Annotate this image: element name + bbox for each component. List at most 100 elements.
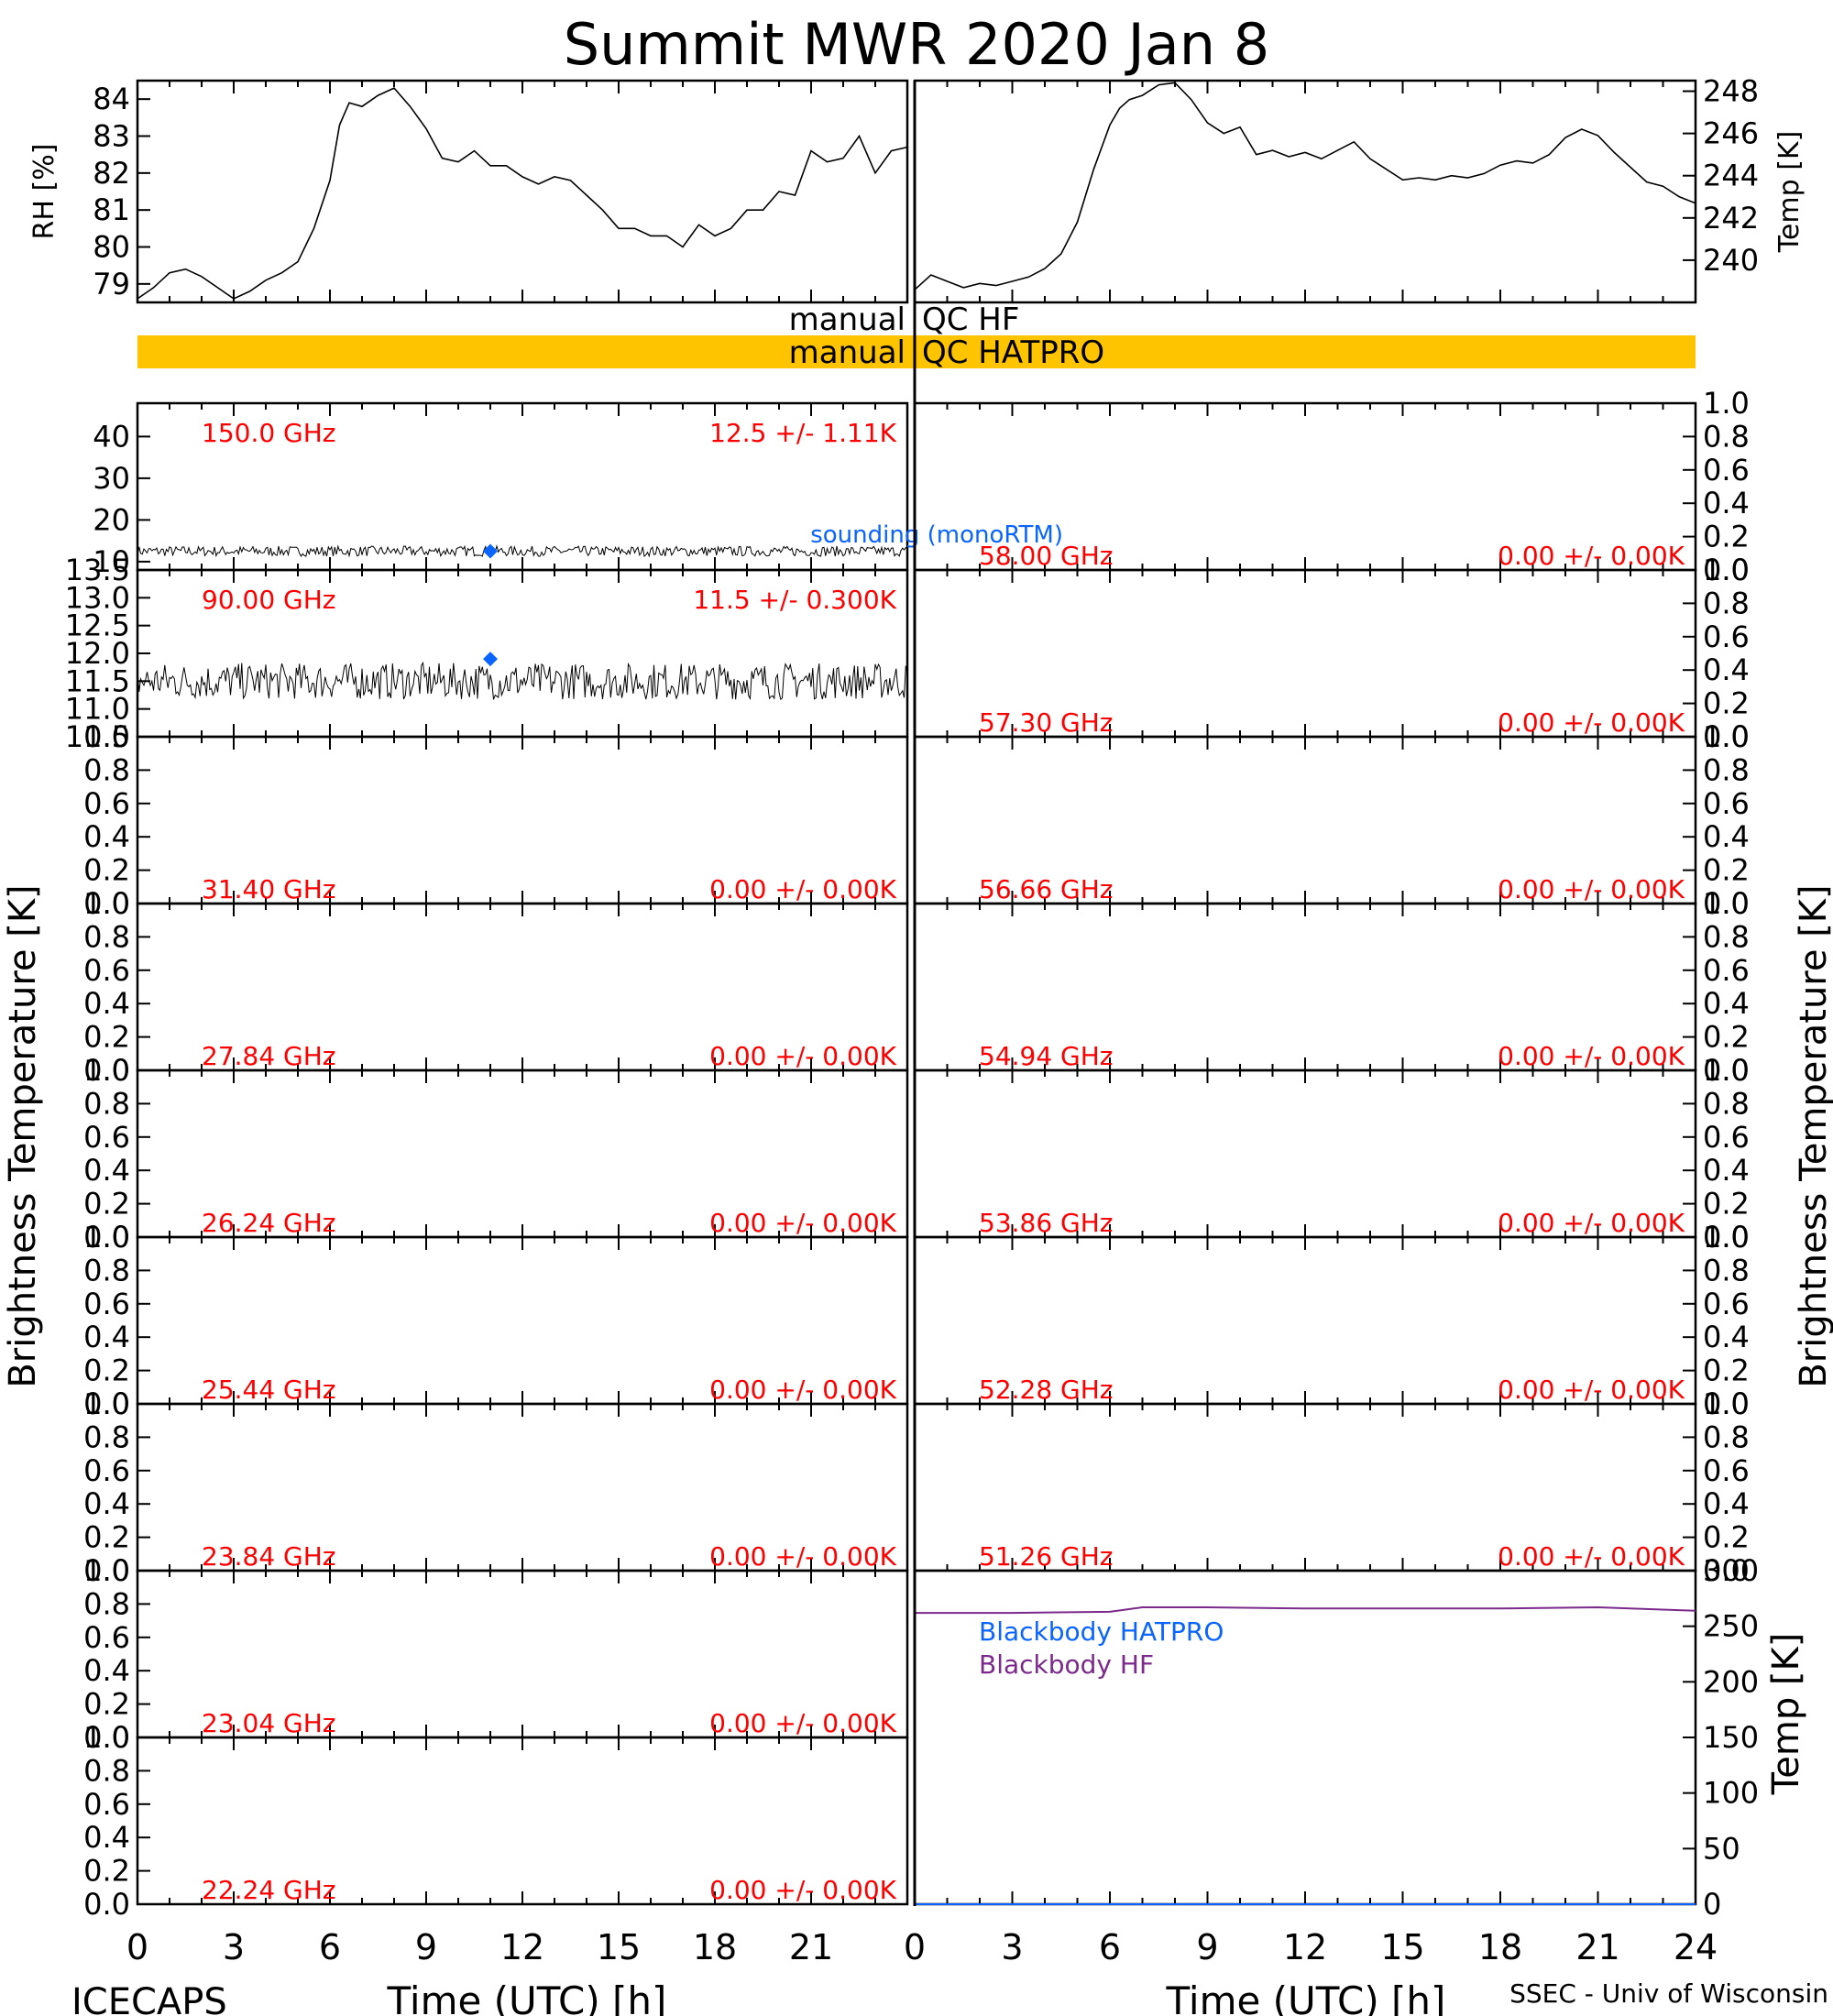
y-tick-label: 0.4 xyxy=(83,1486,130,1521)
y-tick-label: 0.8 xyxy=(1703,752,1750,787)
y-tick-label: 0.4 xyxy=(83,1320,130,1354)
sounding-annotation: sounding (monoRTM) xyxy=(810,521,1063,549)
time-tick-label: 24 xyxy=(1674,1927,1718,1967)
y-tick-label: 1.0 xyxy=(1703,719,1750,754)
y-tick-label: 0.0 xyxy=(83,1720,130,1755)
bt-frequency-label: 58.00 GHz xyxy=(979,541,1114,571)
y-tick-label: 0.2 xyxy=(83,853,130,888)
y-tick-label: 13.0 xyxy=(65,580,130,615)
bt-stat-label: 0.00 +/- 0.00K xyxy=(709,1708,896,1738)
bt-stat-label: 0.00 +/- 0.00K xyxy=(1498,541,1685,571)
bt-stat-label: 0.00 +/- 0.00K xyxy=(1498,1375,1685,1405)
y-tick-label: 0.2 xyxy=(83,1187,130,1222)
y-tick-label: 1.0 xyxy=(1703,1220,1750,1255)
y-tick-label: 11.0 xyxy=(65,692,130,727)
y-tick-label: 50 xyxy=(1703,1831,1740,1866)
y-tick-label: 80 xyxy=(93,230,130,265)
rh-panel-frame xyxy=(136,79,909,304)
y-tick-label: 0.0 xyxy=(1703,1220,1750,1255)
y-tick-label: 1.0 xyxy=(1703,1386,1750,1421)
y-tick-label: 0.4 xyxy=(83,986,130,1021)
y-tick-label: 0.6 xyxy=(83,1287,130,1321)
time-axis-label-right: Time (UTC) [h] xyxy=(1166,1978,1446,2016)
sounding-marker xyxy=(483,543,498,559)
temp-panel-frame xyxy=(913,79,1697,304)
y-tick-label: 0.4 xyxy=(1703,1486,1750,1521)
bt-trace xyxy=(137,661,908,701)
y-tick-label: 0.6 xyxy=(83,1120,130,1155)
time-axis-label-left: Time (UTC) [h] xyxy=(387,1978,667,2016)
blackbody-hatpro-legend: Blackbody HATPRO xyxy=(979,1616,1224,1647)
y-tick-label: 0.4 xyxy=(1703,1320,1750,1354)
y-tick-label: 0.6 xyxy=(83,1787,130,1822)
bt-frequency-label: 52.28 GHz xyxy=(979,1375,1114,1405)
time-tick-label: 15 xyxy=(597,1927,641,1967)
bt-stat-label: 0.00 +/- 0.00K xyxy=(709,1041,896,1071)
y-tick-label: 82 xyxy=(93,156,130,191)
figure-title: Summit MWR 2020 Jan 8 xyxy=(564,11,1270,78)
y-tick-label: 1.0 xyxy=(83,886,130,921)
time-tick-label: 21 xyxy=(789,1927,833,1967)
y-tick-label: 0.0 xyxy=(83,886,130,921)
time-tick-label: 18 xyxy=(1478,1927,1522,1967)
y-tick-label: 0.6 xyxy=(83,1620,130,1655)
qc-hatpro-label-qc: QC HATPRO xyxy=(922,334,1104,371)
y-tick-label: 0.2 xyxy=(1703,1020,1750,1055)
y-tick-label: 0.8 xyxy=(83,919,130,954)
y-tick-label: 0.0 xyxy=(83,1386,130,1421)
y-tick-label: 10 xyxy=(93,544,130,579)
y-tick-label: 0.0 xyxy=(1703,553,1750,587)
time-tick-label: 3 xyxy=(1001,1927,1023,1967)
time-tick-label: 21 xyxy=(1575,1927,1619,1967)
bt-stat-label: 0.00 +/- 0.00K xyxy=(709,1875,896,1905)
bt-stat-label: 0.00 +/- 0.00K xyxy=(1498,707,1685,738)
y-tick-label: 0.8 xyxy=(1703,419,1750,454)
icecaps-label: ICECAPS xyxy=(71,1981,227,2016)
bt-right-axis-label: Brightness Temperature [K] xyxy=(1793,884,1833,1387)
y-tick-label: 0.8 xyxy=(83,1253,130,1287)
y-tick-label: 1.0 xyxy=(83,1053,130,1088)
y-tick-label: 0.6 xyxy=(1703,1120,1750,1155)
bt-stat-label: 0.00 +/- 0.00K xyxy=(1498,874,1685,904)
y-tick-label: 0.4 xyxy=(1703,986,1750,1021)
bt-stat-label: 11.5 +/- 0.300K xyxy=(693,585,896,615)
y-tick-label: 0.6 xyxy=(83,1453,130,1488)
y-tick-label: 84 xyxy=(93,82,130,116)
y-tick-label: 83 xyxy=(93,119,130,154)
y-tick-label: 0.4 xyxy=(1703,1153,1750,1188)
y-tick-label: 248 xyxy=(1703,74,1759,109)
bt-stat-label: 0.00 +/- 0.00K xyxy=(1498,1041,1685,1071)
y-tick-label: 1.0 xyxy=(83,1386,130,1421)
y-tick-label: 12.5 xyxy=(65,608,130,643)
y-tick-label: 0.8 xyxy=(1703,1253,1750,1287)
y-tick-label: 40 xyxy=(93,419,130,454)
y-tick-label: 150 xyxy=(1703,1720,1759,1755)
y-tick-label: 1.0 xyxy=(1703,886,1750,921)
y-tick-label: 250 xyxy=(1703,1609,1759,1644)
y-tick-label: 0.4 xyxy=(83,1653,130,1688)
y-tick-label: 0.0 xyxy=(1703,1053,1750,1088)
bt-frequency-label: 25.44 GHz xyxy=(202,1375,336,1405)
y-tick-label: 0.0 xyxy=(1703,886,1750,921)
y-tick-label: 0 xyxy=(1703,1887,1721,1922)
y-tick-label: 0.2 xyxy=(83,1854,130,1889)
y-tick-label: 0.6 xyxy=(83,953,130,988)
time-tick-label: 12 xyxy=(500,1927,544,1967)
y-tick-label: 244 xyxy=(1703,159,1759,193)
y-tick-label: 1.0 xyxy=(83,1220,130,1255)
qc-hf-label-manual: manual xyxy=(789,301,906,338)
bt-frequency-label: 56.66 GHz xyxy=(979,874,1114,904)
y-tick-label: 0.4 xyxy=(83,819,130,854)
time-tick-label: 0 xyxy=(904,1927,926,1967)
y-tick-label: 0.0 xyxy=(1703,1553,1750,1588)
y-tick-label: 0.0 xyxy=(83,1553,130,1588)
y-tick-label: 0.4 xyxy=(1703,486,1750,520)
y-tick-label: 0.8 xyxy=(83,1586,130,1621)
y-tick-label: 0.0 xyxy=(1703,1386,1750,1421)
y-tick-label: 0.8 xyxy=(83,752,130,787)
time-tick-label: 9 xyxy=(1196,1927,1218,1967)
y-tick-label: 0.6 xyxy=(83,786,130,821)
y-tick-label: 11.5 xyxy=(65,663,130,698)
y-tick-label: 242 xyxy=(1703,201,1759,236)
y-tick-label: 200 xyxy=(1703,1664,1759,1699)
